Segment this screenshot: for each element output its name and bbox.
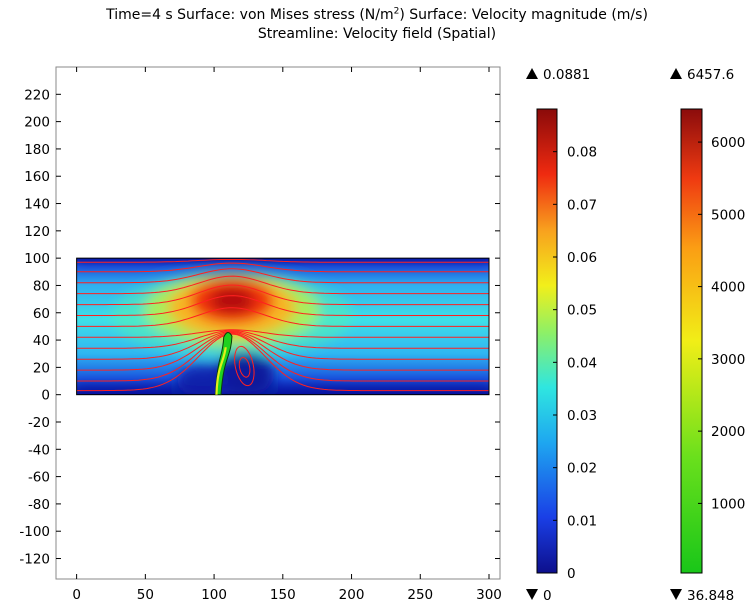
colorbar-von-mises: 0.08 0.07 0.06 0.05 0.04 0.03 0.02 0.01 0 0.0881 0	[526, 67, 597, 604]
streamline	[76, 284, 489, 306]
title-line-1: Time=4 s Surface: von Mises stress (N/m2…	[106, 6, 648, 23]
y-tick-label: -120	[19, 552, 50, 568]
colorbar-max-label: 0.0881	[543, 67, 590, 83]
colorbar-tick-label: 0.08	[567, 145, 597, 161]
domain-outline	[76, 257, 490, 396]
y-tick-label: -40	[28, 442, 50, 458]
streamline	[76, 331, 489, 371]
y-tick-label: 160	[24, 169, 50, 185]
x-tick-label: 300	[476, 587, 502, 603]
y-tick-label: 0	[41, 388, 50, 404]
colorbar-tick-label: 4000	[711, 280, 745, 296]
colorbar-tick-label: 0.01	[567, 513, 597, 529]
y-tick-label: -80	[28, 497, 50, 513]
y-tick-label: 100	[24, 251, 50, 267]
max-triangle-icon	[670, 68, 682, 79]
colorbar-tick-label: 0.02	[567, 461, 597, 477]
colorbar-tick-label: 2000	[711, 424, 745, 440]
colorbar-tick-label: 0.04	[567, 355, 597, 371]
slow-top	[76, 258, 490, 264]
x-tick-label: 150	[270, 587, 296, 603]
y-tick-label: 20	[33, 360, 50, 376]
flap	[214, 331, 233, 396]
streamline	[76, 262, 489, 273]
colorbar-tick-label: 0	[567, 566, 576, 582]
velocity-surface	[76, 258, 490, 395]
streamline	[76, 333, 489, 392]
x-tick-label: 100	[201, 587, 227, 603]
streamlines	[76, 259, 489, 392]
x-tick-label: 0	[72, 587, 81, 603]
y-tick-label: 40	[33, 333, 50, 349]
y-tick-label: -60	[28, 470, 50, 486]
y-tick-label: 180	[24, 142, 50, 158]
vortex-loop-inner	[238, 357, 251, 378]
title-line-2: Streamline: Velocity field (Spatial)	[257, 26, 497, 42]
colorbar-tick-label: 3000	[711, 352, 745, 368]
y-tick-label: 200	[24, 115, 50, 131]
colorbar-tick-label: 5000	[711, 207, 745, 223]
min-triangle-icon	[670, 589, 682, 600]
streamline	[76, 268, 489, 284]
colorbar-tick-label: 6000	[711, 135, 745, 151]
x-tick-label: 50	[137, 587, 154, 603]
colorbar-tick-label: 1000	[711, 496, 745, 512]
streamline	[76, 275, 489, 295]
colorbar-max-label: 6457.6	[687, 67, 734, 83]
streamline	[76, 331, 489, 360]
slow-bottom	[76, 386, 490, 395]
y-tick-label: -20	[28, 415, 50, 431]
streamline	[76, 295, 489, 316]
vortex-loop-outer	[234, 345, 255, 387]
flap-stress-edge	[215, 347, 227, 395]
colorbar-gradient	[680, 108, 703, 574]
min-triangle-icon	[526, 589, 538, 600]
y-tick-label: 120	[24, 224, 50, 240]
plot-area: 0 50 100 150 200 250 3002202001801601401201008…	[19, 66, 502, 603]
colorbar-tick-label: 0.05	[567, 303, 597, 319]
slow-wake	[214, 352, 275, 395]
y-tick-label: 80	[33, 278, 50, 294]
velocity-blobs	[76, 258, 490, 395]
chart-title: Time=4 s Surface: von Mises stress (N/m2…	[0, 6, 754, 44]
colorbar-tick-label: 0.03	[567, 408, 597, 424]
x-tick-label: 250	[407, 587, 433, 603]
x-tick-label: 200	[339, 587, 365, 603]
streamline	[76, 259, 489, 263]
streamline	[76, 307, 489, 327]
colorbar-min-label: 36.848	[687, 588, 734, 604]
y-tick-label: 60	[33, 306, 50, 322]
colorbar-min-label: 0	[543, 588, 552, 604]
max-triangle-icon	[526, 68, 538, 79]
colorbar-gradient	[536, 108, 558, 574]
blob-core	[209, 287, 254, 314]
streamline	[76, 332, 489, 382]
y-tick-label: -100	[19, 524, 50, 540]
streamline	[76, 330, 489, 349]
colorbar-tick-label: 0.06	[567, 250, 597, 266]
axes-frame	[55, 66, 501, 580]
colorbar-tick-label: 0.07	[567, 197, 597, 213]
colorbar-velocity: 6000 5000 4000 3000 2000 1000 6457.6 36.848	[670, 67, 745, 604]
y-tick-label: 140	[24, 197, 50, 213]
streamline	[76, 329, 489, 338]
y-tick-label: 220	[24, 87, 50, 103]
